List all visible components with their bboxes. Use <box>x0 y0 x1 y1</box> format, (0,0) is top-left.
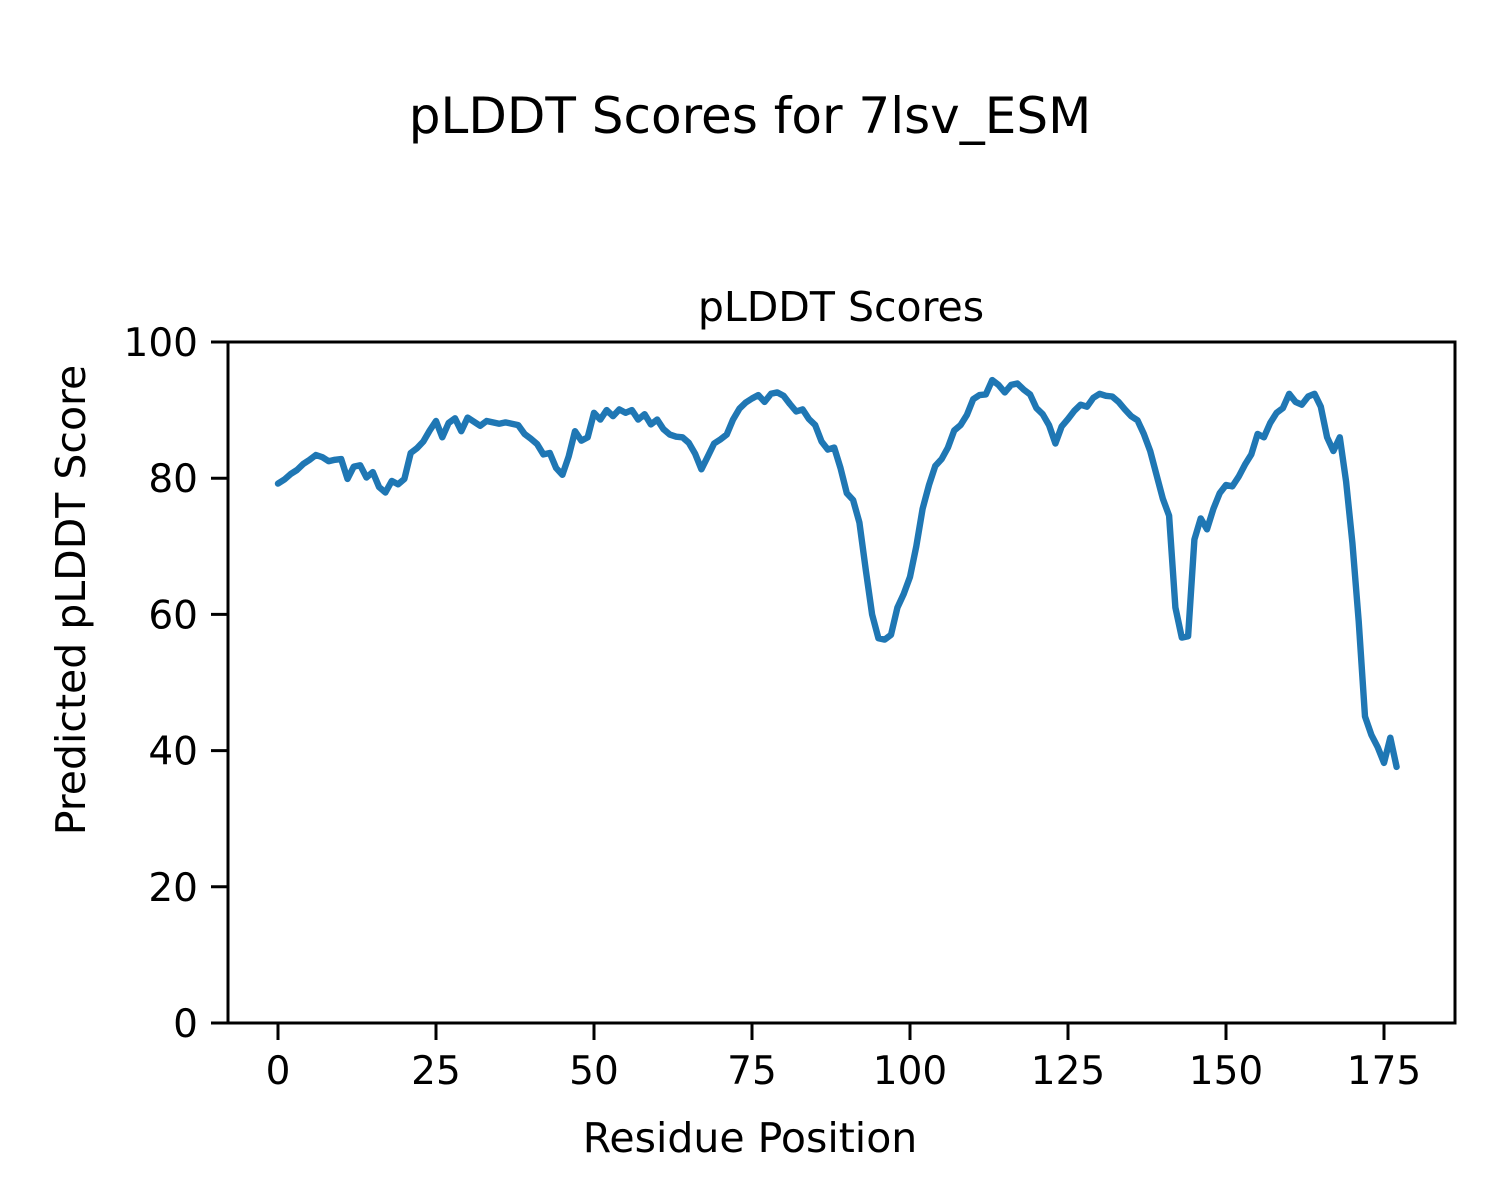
line-layer <box>274 376 1400 771</box>
x-tick-label: 0 <box>266 1049 291 1094</box>
x-tick-label: 150 <box>1189 1049 1263 1094</box>
y-tick-label: 80 <box>148 457 198 502</box>
x-tick-label: 100 <box>873 1049 947 1094</box>
x-axis-label: Residue Position <box>583 1114 918 1162</box>
x-tick-label: 175 <box>1347 1049 1421 1094</box>
x-tick-label: 75 <box>727 1049 777 1094</box>
y-axis-label: Predicted pLDDT Score <box>47 365 95 835</box>
y-tick-label: 0 <box>173 1002 198 1047</box>
x-tick-label: 125 <box>1031 1049 1105 1094</box>
y-tick-label: 40 <box>148 730 198 775</box>
ticks-layer: 0 25 50 75 100 125 150 175 0 20 40 60 80 100 <box>124 321 1422 1094</box>
axes-title: pLDDT Scores <box>698 283 984 331</box>
plddt-line <box>274 376 1400 771</box>
y-tick-label: 60 <box>148 593 198 638</box>
y-tick-label: 100 <box>124 321 198 366</box>
y-tick-label: 20 <box>148 866 198 911</box>
plot-spines <box>226 340 1457 1025</box>
x-tick-label: 25 <box>411 1049 461 1094</box>
figure-suptitle: pLDDT Scores for 7lsv_ESM <box>409 87 1091 145</box>
x-tick-label: 50 <box>569 1049 619 1094</box>
